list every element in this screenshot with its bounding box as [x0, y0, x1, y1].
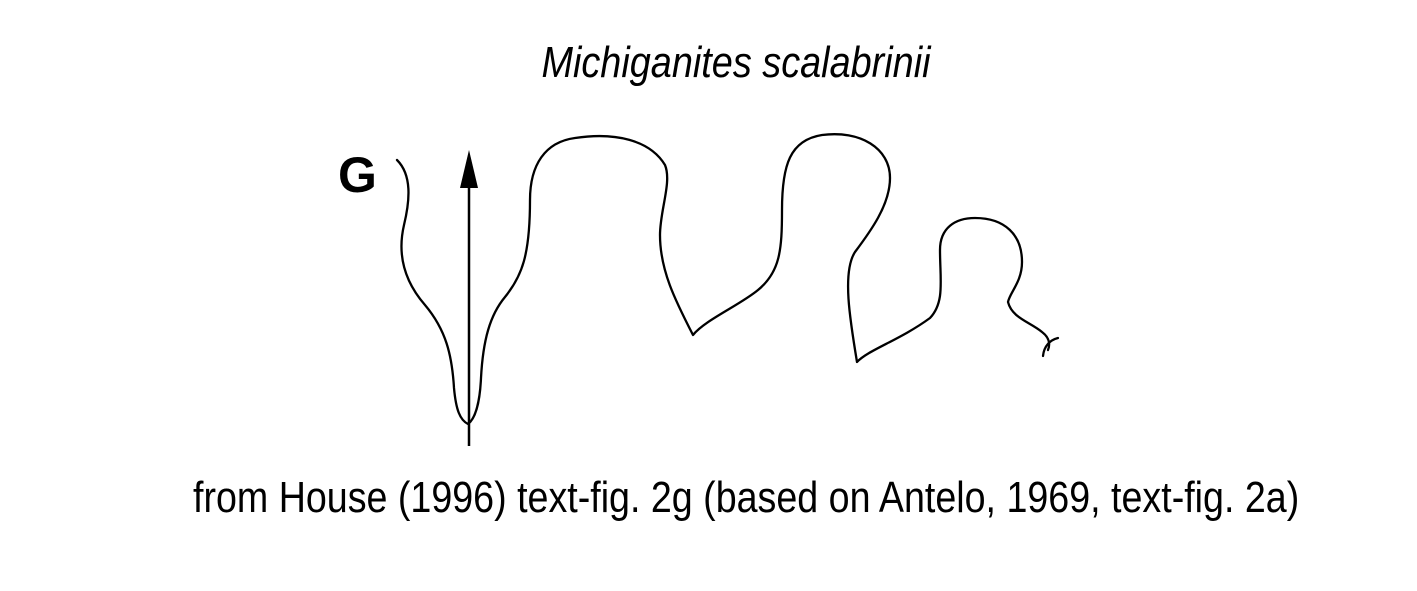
suture-line: [395, 133, 1051, 426]
suture-line-end: [1041, 336, 1060, 358]
figure-title: Michiganites scalabrinii: [541, 38, 931, 87]
venter-arrow-head: [460, 150, 478, 188]
figure-caption: from House (1996) text-fig. 2g (based on…: [193, 473, 1300, 522]
figure-label: G: [338, 147, 377, 203]
